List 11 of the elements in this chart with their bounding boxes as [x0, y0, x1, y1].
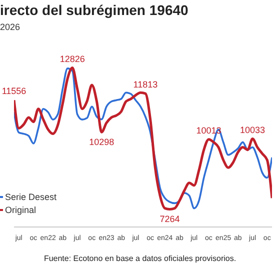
source-note: Fuente: Ecotono en base a datos oficiales provisorios. [42, 254, 238, 263]
legend-label: Serie Desest [5, 192, 57, 202]
data-label: 11813 [133, 80, 158, 90]
chart-title: irecto del subrégimen 19640 [0, 2, 188, 18]
data-label: 7264 [160, 214, 180, 224]
data-label: 10298 [89, 137, 114, 148]
legend-label: Original [5, 204, 36, 214]
data-label: 10033 [240, 124, 266, 135]
data-label: 11556 [2, 86, 26, 96]
data-label: 12826 [60, 54, 85, 64]
chart-subtitle: 2026 [0, 22, 20, 32]
